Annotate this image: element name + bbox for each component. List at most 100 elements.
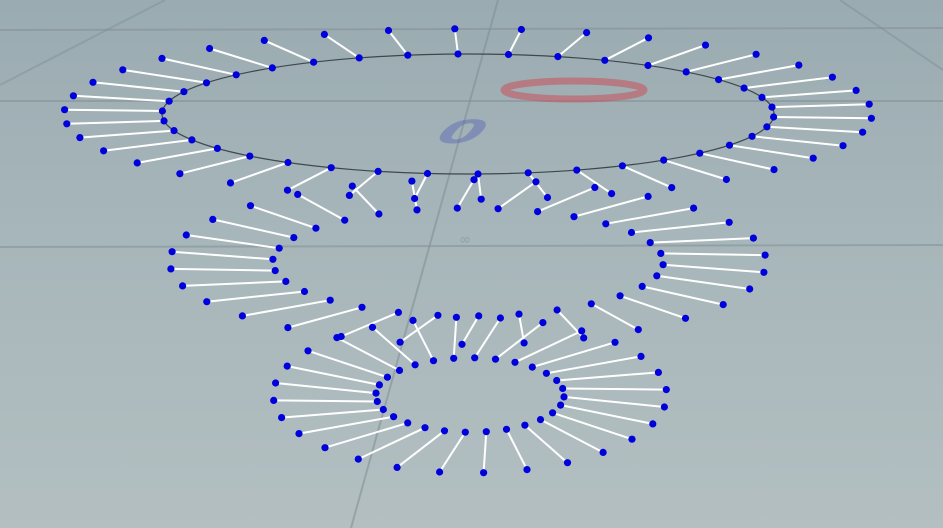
point-inner[interactable] xyxy=(375,381,383,389)
point-inner[interactable] xyxy=(559,384,567,393)
point-inner[interactable] xyxy=(549,409,557,417)
point-middle[interactable] xyxy=(475,312,483,320)
point-middle[interactable] xyxy=(246,202,255,210)
point-middle[interactable] xyxy=(238,312,246,320)
point-middle[interactable] xyxy=(681,314,690,322)
point-outer[interactable] xyxy=(517,25,526,34)
point-middle[interactable] xyxy=(690,204,698,212)
point-middle[interactable] xyxy=(453,204,461,212)
point-outer[interactable] xyxy=(454,50,462,58)
point-inner[interactable] xyxy=(383,373,391,381)
point-middle[interactable] xyxy=(470,176,478,184)
point-outer[interactable] xyxy=(63,120,71,128)
point-outer[interactable] xyxy=(100,147,108,155)
point-outer[interactable] xyxy=(158,107,166,115)
point-outer[interactable] xyxy=(119,66,127,74)
point-outer[interactable] xyxy=(725,141,734,149)
point-inner[interactable] xyxy=(321,444,329,452)
point-inner[interactable] xyxy=(542,369,551,377)
point-outer[interactable] xyxy=(852,86,860,94)
point-outer[interactable] xyxy=(715,76,723,84)
point-outer[interactable] xyxy=(696,149,704,157)
point-inner[interactable] xyxy=(270,396,278,404)
point-inner[interactable] xyxy=(539,319,547,327)
point-inner[interactable] xyxy=(660,403,669,411)
point-middle[interactable] xyxy=(638,282,646,290)
point-middle[interactable] xyxy=(725,218,733,226)
point-middle[interactable] xyxy=(168,248,176,256)
point-middle[interactable] xyxy=(358,303,366,311)
point-inner[interactable] xyxy=(372,389,380,397)
point-outer[interactable] xyxy=(770,113,778,121)
point-middle[interactable] xyxy=(634,326,642,334)
point-middle[interactable] xyxy=(591,183,599,192)
point-outer[interactable] xyxy=(226,179,235,187)
point-outer[interactable] xyxy=(355,54,363,62)
point-outer[interactable] xyxy=(601,56,609,64)
point-outer[interactable] xyxy=(76,134,84,142)
point-middle[interactable] xyxy=(580,334,588,342)
point-outer[interactable] xyxy=(543,193,552,202)
point-inner[interactable] xyxy=(482,428,490,436)
point-outer[interactable] xyxy=(423,169,432,178)
point-inner[interactable] xyxy=(272,379,280,387)
point-inner[interactable] xyxy=(502,425,511,433)
point-outer[interactable] xyxy=(260,36,268,45)
point-middle[interactable] xyxy=(534,208,542,216)
point-outer[interactable] xyxy=(644,61,652,70)
point-middle[interactable] xyxy=(300,287,309,296)
point-outer[interactable] xyxy=(752,50,760,58)
point-inner[interactable] xyxy=(395,366,404,374)
point-inner[interactable] xyxy=(560,393,568,401)
point-inner[interactable] xyxy=(333,334,341,342)
point-middle[interactable] xyxy=(167,265,175,273)
point-inner[interactable] xyxy=(528,363,536,371)
point-middle[interactable] xyxy=(553,306,561,314)
point-middle[interactable] xyxy=(627,228,636,237)
point-outer[interactable] xyxy=(867,114,876,122)
point-middle[interactable] xyxy=(284,324,292,332)
point-middle[interactable] xyxy=(644,192,652,200)
point-inner[interactable] xyxy=(440,427,449,435)
point-outer[interactable] xyxy=(660,156,668,164)
point-middle[interactable] xyxy=(269,255,277,263)
point-inner[interactable] xyxy=(471,354,479,362)
point-middle[interactable] xyxy=(587,300,595,308)
point-middle[interactable] xyxy=(275,244,283,252)
point-middle[interactable] xyxy=(413,206,421,214)
point-outer[interactable] xyxy=(668,184,676,192)
point-outer[interactable] xyxy=(176,170,184,178)
point-middle[interactable] xyxy=(760,268,768,276)
point-outer[interactable] xyxy=(618,162,627,170)
point-outer[interactable] xyxy=(763,123,771,131)
point-inner[interactable] xyxy=(429,357,438,365)
point-inner[interactable] xyxy=(295,430,303,438)
point-outer[interactable] xyxy=(160,117,168,125)
point-outer[interactable] xyxy=(202,79,211,87)
point-inner[interactable] xyxy=(283,362,291,370)
point-middle[interactable] xyxy=(375,210,383,218)
point-inner[interactable] xyxy=(578,327,586,335)
point-outer[interactable] xyxy=(740,84,748,92)
point-outer[interactable] xyxy=(504,50,513,59)
point-inner[interactable] xyxy=(390,413,398,421)
point-outer[interactable] xyxy=(474,170,482,178)
point-middle[interactable] xyxy=(282,277,290,285)
point-outer[interactable] xyxy=(451,25,459,33)
point-outer[interactable] xyxy=(69,92,77,100)
point-outer[interactable] xyxy=(213,144,221,152)
point-outer[interactable] xyxy=(61,106,69,114)
point-middle[interactable] xyxy=(458,340,466,348)
point-outer[interactable] xyxy=(608,190,616,198)
point-outer[interactable] xyxy=(89,78,97,86)
point-inner[interactable] xyxy=(637,352,645,360)
point-outer[interactable] xyxy=(232,71,240,79)
point-middle[interactable] xyxy=(434,311,442,319)
point-outer[interactable] xyxy=(268,64,276,72)
point-outer[interactable] xyxy=(682,68,690,76)
point-outer[interactable] xyxy=(310,58,318,66)
point-inner[interactable] xyxy=(379,405,387,414)
point-middle[interactable] xyxy=(616,292,624,300)
point-inner[interactable] xyxy=(373,397,381,406)
point-middle[interactable] xyxy=(659,261,667,269)
